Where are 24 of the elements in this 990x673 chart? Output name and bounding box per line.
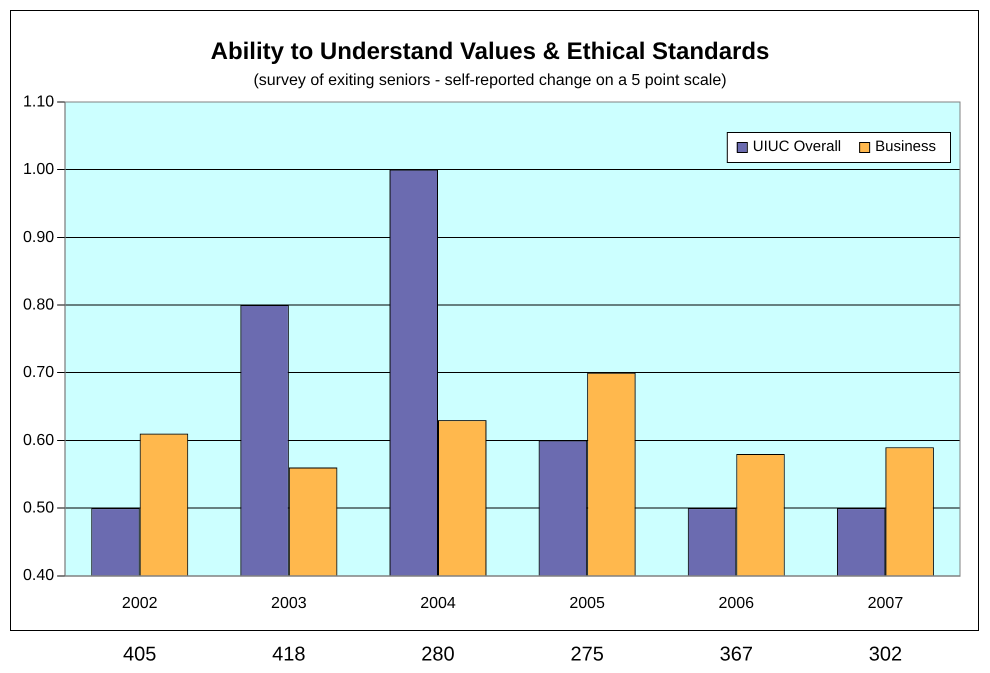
y-tick-label: 0.50 (23, 500, 54, 517)
y-tick-label: 0.60 (23, 432, 54, 449)
x-tick-label: 2005 (569, 594, 606, 612)
chart-subtitle: (survey of exiting seniors - self-reported change on a 5 point scale) (253, 72, 727, 89)
x-tick-label: 2004 (420, 594, 456, 612)
annotation: 418 (272, 644, 306, 666)
chart-title: Ability to Understand Values & Ethical Standards (210, 38, 770, 66)
y-tick-label: 0.90 (23, 228, 54, 246)
y-tick-label: 0.40 (23, 567, 54, 584)
legend-label: UIUC Overall (752, 138, 842, 156)
y-tick-label: 0.80 (23, 296, 54, 314)
y-tick-label: 1.10 (23, 93, 54, 110)
x-tick-label: 2006 (718, 594, 754, 612)
annotation: 280 (421, 644, 455, 666)
y-tick-label: 0.70 (23, 364, 54, 382)
annotation: 275 (570, 644, 604, 666)
annotation: 302 (868, 644, 902, 666)
x-tick-label: 2007 (868, 594, 904, 612)
annotation: 405 (123, 644, 156, 666)
annotation: 367 (720, 644, 753, 666)
legend-label: Business (875, 138, 936, 156)
x-tick-label: 2002 (122, 594, 158, 612)
x-tick-label: 2003 (271, 594, 307, 612)
y-tick-label: 1.00 (23, 161, 54, 178)
